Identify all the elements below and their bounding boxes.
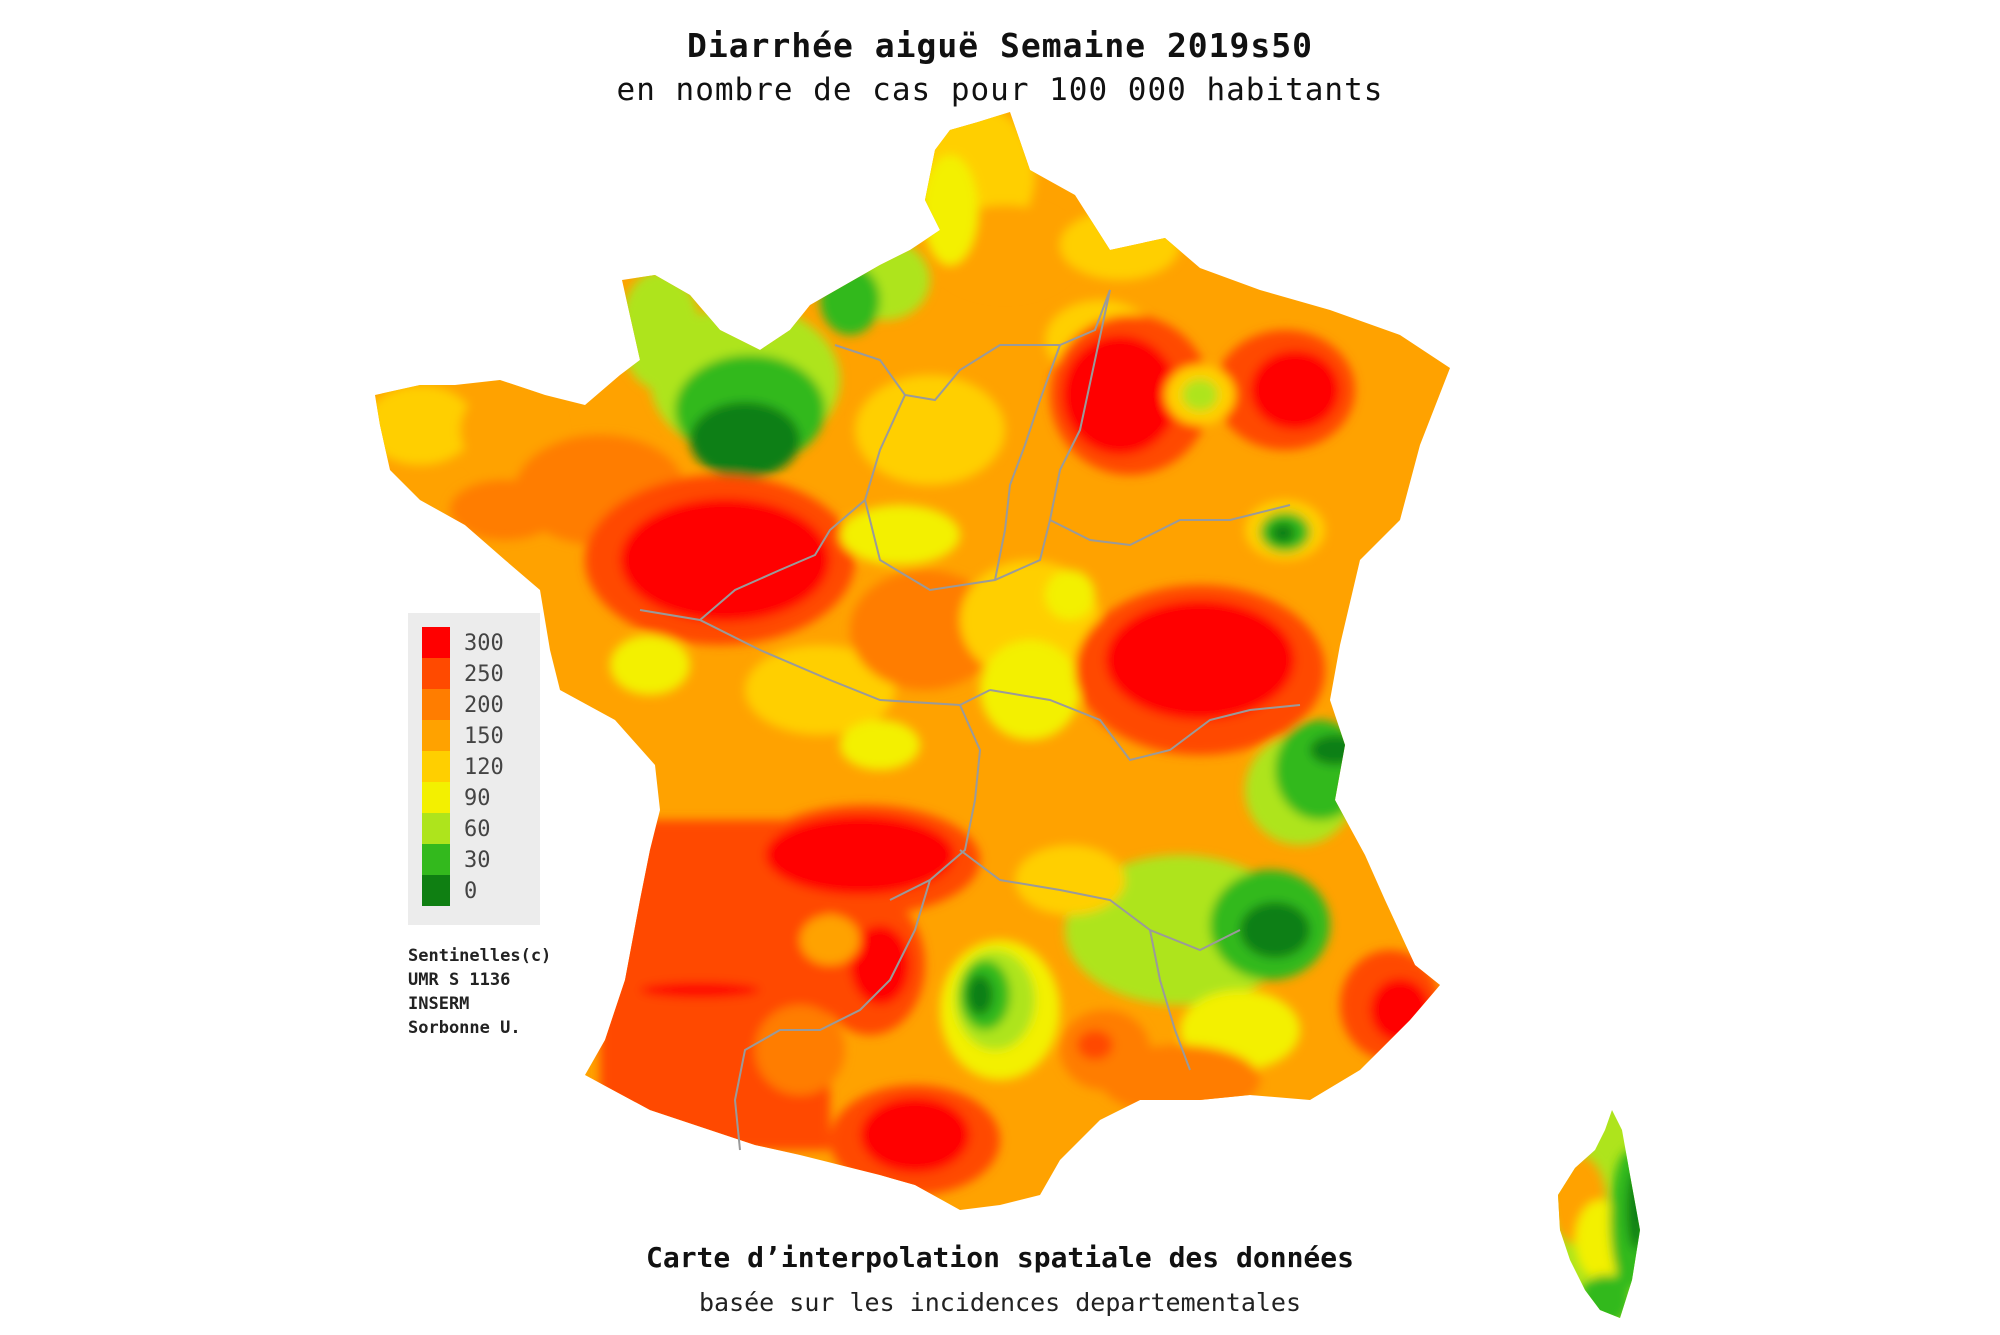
legend-tick-label: 90 [464,786,491,811]
region-borders [639,289,1301,1151]
legend-swatch [422,875,450,906]
legend-tick-label: 150 [464,724,504,749]
legend-swatch [422,658,450,689]
legend-swatch [422,751,450,782]
legend-tick-label: 300 [464,631,504,656]
legend-swatch [422,627,450,658]
map-title: Diarrhée aiguë Semaine 2019s50 [686,26,1314,65]
legend-tick-label: 120 [464,755,504,780]
legend-tick-label: 200 [464,693,504,718]
credit-line: Sentinelles(c) [408,946,552,966]
legend: 300 250 200 150 120 90 60 30 0 [408,613,540,925]
legend-swatch [422,782,450,813]
legend-swatch [422,813,450,844]
legend-swatch [422,844,450,875]
legend-tick-label: 250 [464,662,504,687]
footer-subtitle: basée sur les incidences departementales [698,1288,1302,1317]
credit-line: UMR S 1136 [408,970,511,990]
legend-tick-label: 0 [464,879,478,904]
credit-line: INSERM [408,994,470,1014]
credit-block: Sentinelles(c) UMR S 1136 INSERM Sorbonn… [408,944,551,1040]
legend-swatch [422,689,450,720]
legend-tick-label: 30 [464,848,491,873]
legend-tick-label: 60 [464,817,491,842]
legend-swatch [422,720,450,751]
credit-line: Sorbonne U. [408,1018,521,1038]
map-subtitle: en nombre de cas pour 100 000 habitants [616,72,1384,108]
footer-title: Carte d’interpolation spatiale des donné… [645,1241,1354,1274]
